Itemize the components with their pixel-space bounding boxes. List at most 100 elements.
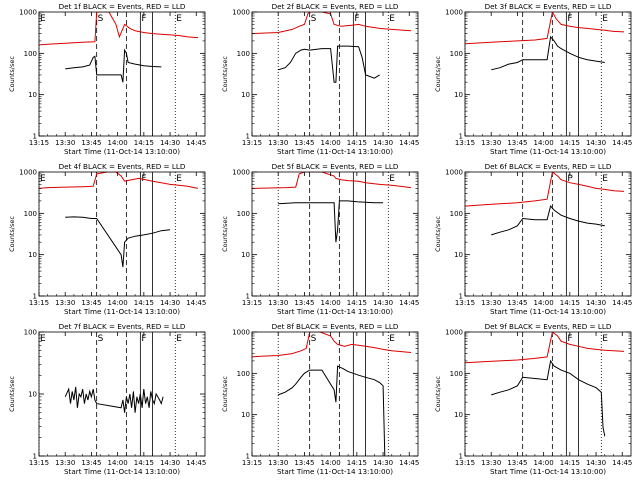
y-axis-label: Counts/sec — [221, 216, 229, 252]
x-tick-label: 14:15 — [560, 139, 580, 147]
x-axis-label: Start Time (11-Oct-14 13:10:00) — [64, 307, 180, 316]
x-tick-label: 13:45 — [507, 459, 527, 467]
chart-title: Det 4f BLACK = Events, RED = LLD — [59, 162, 186, 171]
x-tick-label: 13:30 — [55, 299, 75, 307]
y-tick-label: 10 — [28, 391, 37, 399]
x-tick-label: 13:45 — [81, 139, 101, 147]
events-series-line — [278, 200, 384, 243]
x-tick-label: 14:30 — [586, 139, 606, 147]
x-tick-label: 13:45 — [81, 299, 101, 307]
x-tick-label: 14:30 — [586, 299, 606, 307]
lld-series-line — [465, 172, 625, 207]
chart-panel: Det 7f BLACK = Events, RED = LLD E S F E 1 10 1… — [0, 320, 213, 480]
plot-frame — [251, 171, 419, 297]
x-tick-label: 14:15 — [560, 299, 580, 307]
chart-title: Det 2f BLACK = Events, RED = LLD — [272, 2, 399, 11]
y-tick-label: 10 — [454, 251, 463, 259]
chart-svg: Det 7f BLACK = Events, RED = LLD E S F E 1 10 1… — [8, 322, 206, 476]
plot-frame — [38, 331, 206, 457]
chart-title: Det 1f BLACK = Events, RED = LLD — [59, 2, 186, 11]
x-tick-label: 14:00 — [108, 299, 128, 307]
x-axis-label: Start Time (11-Oct-14 13:10:00) — [277, 467, 393, 476]
x-tick-label: 13:45 — [507, 139, 527, 147]
x-tick-label: 14:30 — [586, 459, 606, 467]
y-tick-label: 1 — [459, 293, 463, 301]
plot-frame — [38, 11, 206, 137]
plot-frame — [464, 171, 632, 297]
events-series-line — [491, 35, 605, 71]
y-axis-label: Counts/sec — [221, 376, 229, 412]
y-axis-label: Counts/sec — [8, 376, 16, 412]
x-tick-label: 14:15 — [560, 459, 580, 467]
x-tick-label: 14:45 — [612, 299, 632, 307]
lld-series-line — [465, 332, 625, 364]
x-tick-label: 14:00 — [534, 139, 554, 147]
y-tick-label: 100 — [24, 210, 37, 218]
chart-panel: Det 4f BLACK = Events, RED = LLD E F E 1 10 10… — [0, 160, 213, 320]
y-axis-label: Counts/sec — [434, 376, 442, 412]
x-tick-label: 14:30 — [160, 139, 180, 147]
y-tick-label: 1 — [33, 453, 37, 461]
y-axis-label: Counts/sec — [8, 216, 16, 252]
events-series-line — [65, 216, 171, 268]
x-tick-label: 13:45 — [294, 459, 314, 467]
y-tick-label: 100 — [24, 50, 37, 58]
x-tick-label: 14:45 — [399, 299, 419, 307]
x-tick-label: 13:45 — [507, 299, 527, 307]
x-tick-label: 14:45 — [612, 459, 632, 467]
y-tick-label: 10 — [241, 251, 250, 259]
y-tick-label: 100 — [237, 370, 250, 378]
chart-title: Det 6f BLACK = Events, RED = LLD — [485, 162, 612, 171]
chart-svg: Det 3f BLACK = Events, RED = LLD F E 1 10 100… — [434, 2, 632, 156]
lld-series-line — [252, 12, 412, 35]
x-tick-label: 14:00 — [321, 299, 341, 307]
x-tick-label: 14:30 — [373, 139, 393, 147]
event-marker-label: S — [311, 334, 317, 344]
y-tick-label: 1000 — [19, 9, 37, 17]
y-tick-label: 1 — [246, 133, 250, 141]
y-tick-label: 100 — [450, 50, 463, 58]
x-tick-label: 13:15 — [242, 459, 262, 467]
x-tick-label: 14:00 — [534, 459, 554, 467]
y-tick-label: 1 — [459, 133, 463, 141]
events-series-line — [491, 359, 606, 437]
x-tick-label: 14:15 — [134, 139, 154, 147]
lld-series-line — [252, 332, 412, 358]
x-tick-label: 14:45 — [612, 139, 632, 147]
x-tick-label: 13:15 — [29, 139, 49, 147]
x-axis-label: Start Time (11-Oct-14 13:10:00) — [490, 147, 606, 156]
x-tick-label: 13:30 — [268, 139, 288, 147]
event-marker-label: P — [567, 174, 573, 184]
event-marker-label: S — [98, 14, 104, 24]
lld-series-line — [39, 172, 199, 189]
event-marker-label: F — [141, 14, 146, 24]
events-series-line — [65, 48, 162, 83]
x-axis-label: Start Time (11-Oct-14 13:10:00) — [277, 307, 393, 316]
event-marker-label: S — [98, 334, 104, 344]
x-tick-label: 13:15 — [29, 459, 49, 467]
y-tick-label: 1000 — [445, 169, 463, 177]
x-tick-label: 14:15 — [347, 459, 367, 467]
chart-panel: Det 8f BLACK = Events, RED = LLD S E 1 10 100… — [213, 320, 426, 480]
x-tick-label: 14:15 — [347, 299, 367, 307]
chart-svg: Det 9f BLACK = Events, RED = LLD F E 1 10 100… — [434, 322, 632, 476]
x-tick-label: 14:30 — [373, 299, 393, 307]
chart-panel: Det 9f BLACK = Events, RED = LLD F E 1 10 100… — [426, 320, 639, 480]
x-tick-label: 14:45 — [399, 139, 419, 147]
x-tick-label: 13:45 — [294, 139, 314, 147]
chart-panel: Det 6f BLACK = Events, RED = LLD P E 1 10 100… — [426, 160, 639, 320]
event-marker-label: F — [141, 334, 146, 344]
y-tick-label: 1000 — [445, 329, 463, 337]
chart-title: Det 3f BLACK = Events, RED = LLD — [485, 2, 612, 11]
x-axis-label: Start Time (11-Oct-14 13:10:00) — [64, 147, 180, 156]
event-marker-label: F — [354, 14, 359, 24]
x-axis-label: Start Time (11-Oct-14 13:10:00) — [64, 467, 180, 476]
y-tick-label: 1 — [33, 133, 37, 141]
x-tick-label: 13:30 — [268, 459, 288, 467]
x-tick-label: 14:00 — [534, 299, 554, 307]
chart-svg: Det 6f BLACK = Events, RED = LLD P E 1 10 100… — [434, 162, 632, 316]
x-tick-label: 13:30 — [481, 139, 501, 147]
x-tick-label: 14:15 — [134, 459, 154, 467]
events-series-line — [278, 45, 380, 83]
x-tick-label: 14:00 — [321, 459, 341, 467]
